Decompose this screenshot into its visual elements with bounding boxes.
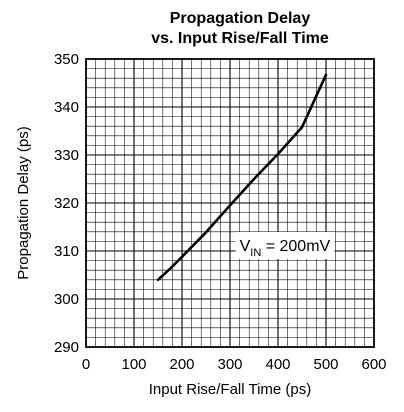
x-tick-labels: 0 100 200 300 400 500 600 — [82, 356, 387, 373]
x-tick-label: 0 — [82, 356, 90, 373]
major-grid — [85, 58, 375, 348]
y-tick-label: 310 — [54, 243, 79, 260]
y-axis-label: Propagation Delay (ps) — [15, 126, 32, 279]
y-tick-label: 290 — [54, 339, 79, 356]
series-group — [156, 73, 328, 282]
annotation-rest: = 200mV — [261, 238, 330, 255]
x-tick-label: 100 — [121, 356, 146, 373]
y-tick-label: 330 — [54, 147, 79, 164]
plot-frame — [85, 58, 375, 348]
annotation-subscript: IN — [250, 247, 261, 259]
x-tick-label: 300 — [217, 356, 242, 373]
x-tick-label: 500 — [313, 356, 338, 373]
y-tick-label: 340 — [54, 99, 79, 116]
y-tick-label: 320 — [54, 195, 79, 212]
series-line — [156, 73, 328, 282]
chart-subtitle: vs. Input Rise/Fall Time — [151, 30, 329, 47]
x-axis-label: Input Rise/Fall Time (ps) — [149, 381, 312, 398]
annotation-main: V — [240, 238, 251, 255]
y-tick-label: 300 — [54, 291, 79, 308]
annotation-background — [235, 232, 335, 259]
chart-title: Propagation Delay — [170, 10, 311, 27]
annotation-text: VIN = 200mV — [240, 238, 331, 259]
x-tick-label: 600 — [361, 356, 386, 373]
y-tick-label: 350 — [54, 51, 79, 68]
x-tick-label: 400 — [265, 356, 290, 373]
vin-annotation: VIN = 200mV — [235, 232, 335, 259]
y-tick-labels: 290 300 310 320 330 340 350 — [54, 51, 79, 356]
x-tick-label: 200 — [169, 356, 194, 373]
